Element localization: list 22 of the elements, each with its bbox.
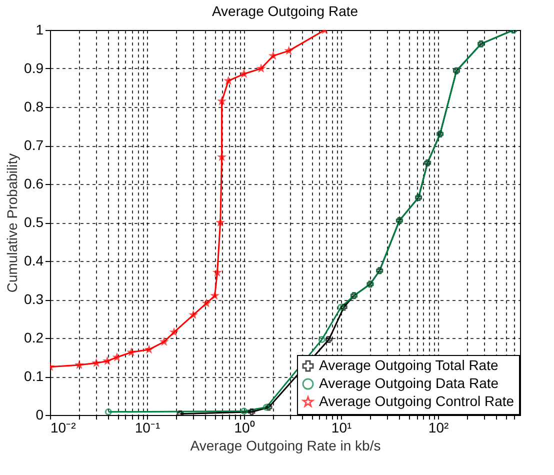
x-tick-label: 10²: [428, 420, 449, 436]
y-tick-label: 0.2: [24, 330, 44, 346]
x-tick-label: 10¹: [331, 420, 352, 436]
legend-label: Average Outgoing Control Rate: [319, 393, 514, 409]
y-tick-label: 0.1: [24, 368, 44, 384]
chart-title: Average Outgoing Rate: [212, 3, 358, 19]
x-tick-label: 10⁻²: [50, 420, 76, 436]
y-tick-label: 0.5: [24, 214, 44, 230]
x-tick-label: 10⁻¹: [134, 420, 160, 436]
legend-label: Average Outgoing Total Rate: [319, 357, 498, 373]
x-axis-title: Average Outgoing Rate in kb/s: [190, 438, 381, 454]
y-tick-label: 0.7: [24, 137, 44, 153]
y-tick-label: 1: [36, 22, 44, 38]
y-axis-title: Cumulative Probability: [4, 153, 20, 293]
y-tick-label: 0.9: [24, 60, 44, 76]
y-tick-label: 0.6: [24, 176, 44, 192]
y-tick-label: 0: [36, 406, 44, 422]
y-tick-label: 0.4: [24, 252, 44, 268]
legend-label: Average Outgoing Data Rate: [319, 375, 499, 391]
y-tick-label: 0.3: [24, 291, 44, 307]
y-tick-label: 0.8: [24, 98, 44, 114]
x-tick-label: 10⁰: [234, 420, 255, 436]
